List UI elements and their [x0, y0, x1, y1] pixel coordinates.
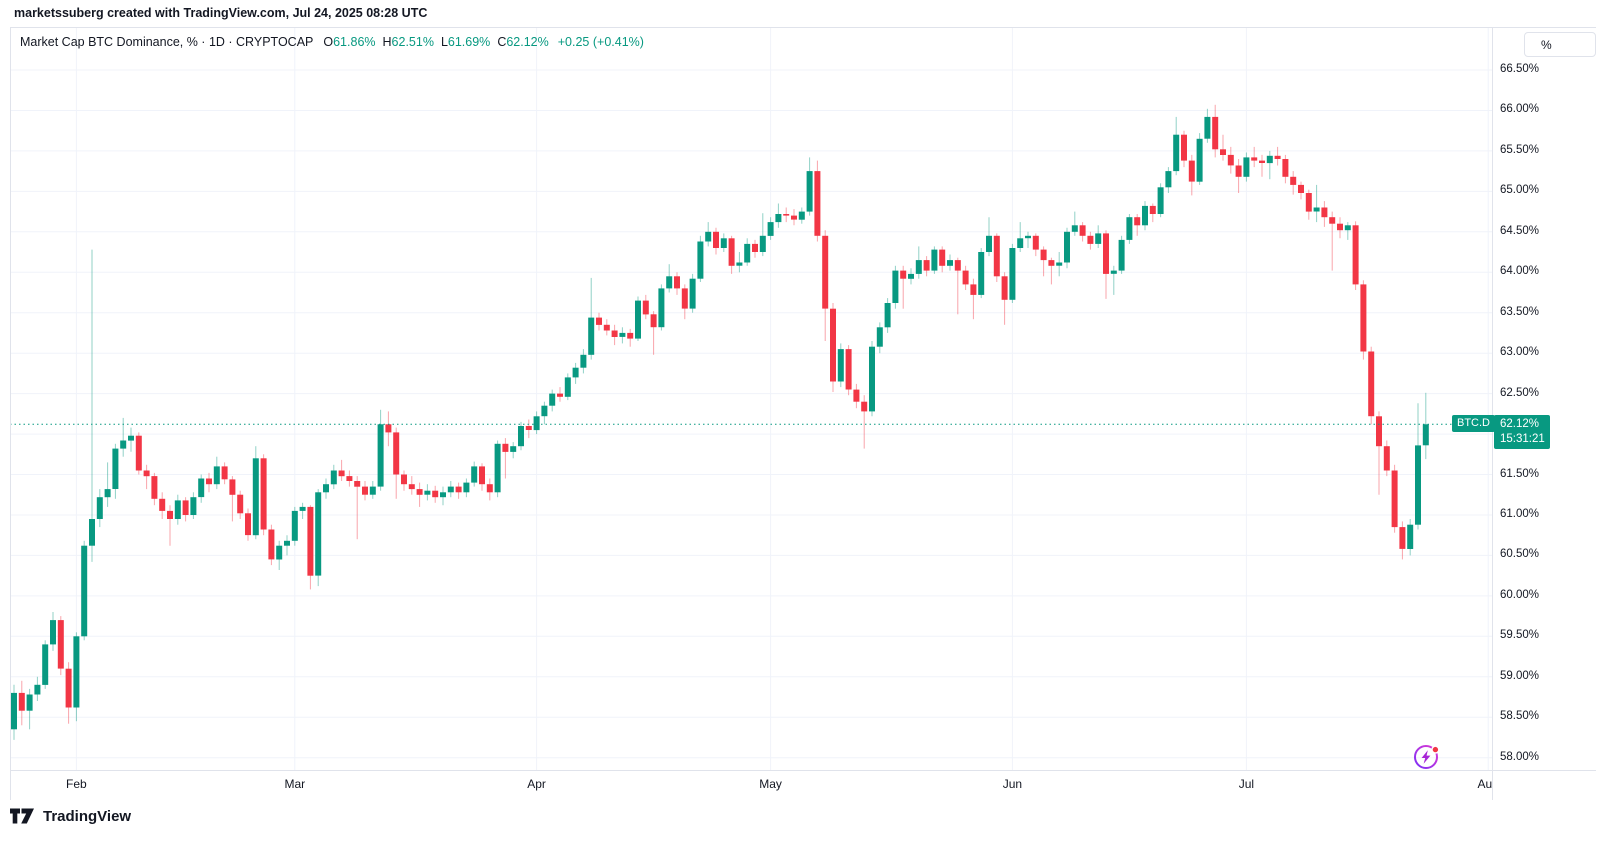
- time-tick-label: Mar: [284, 777, 306, 791]
- time-tick-label: Jun: [1002, 777, 1023, 791]
- price-axis-border[interactable]: [1492, 27, 1493, 800]
- tradingview-logo-icon: [10, 808, 34, 824]
- ohlc-high: H62.51%: [382, 35, 434, 49]
- price-tick-label: 62.50%: [1500, 386, 1540, 399]
- tradingview-wordmark: TradingView: [43, 807, 132, 825]
- spark-button[interactable]: [1412, 742, 1442, 772]
- symbol-price-flag: BTC.D: [1452, 415, 1495, 433]
- price-tick-label: 66.50%: [1500, 63, 1540, 75]
- price-tick-label: 60.00%: [1500, 588, 1540, 601]
- price-tick-label: 66.00%: [1500, 103, 1540, 116]
- time-axis[interactable]: Feb Mar Apr May Jun Jul Aug: [10, 770, 1492, 800]
- ohlc-open: O61.86%: [323, 35, 376, 49]
- lightning-icon: [1414, 745, 1440, 769]
- footer: TradingView: [0, 800, 1600, 848]
- time-axis-border: [10, 770, 1596, 771]
- unit-percent-button[interactable]: %: [1524, 32, 1596, 57]
- price-tick-label: 59.00%: [1500, 669, 1540, 682]
- price-tick-label: 61.50%: [1500, 467, 1540, 480]
- price-tick-label: 59.50%: [1500, 629, 1540, 642]
- price-tick-label: 63.50%: [1500, 305, 1540, 318]
- credit-line: marketssuberg created with TradingView.c…: [14, 6, 428, 20]
- chart-left-border: [10, 27, 11, 800]
- price-tick-label: 64.50%: [1500, 224, 1540, 237]
- tradingview-logo[interactable]: TradingView: [10, 806, 131, 826]
- countdown-timer: 15:31:21: [1500, 433, 1545, 446]
- ohlc-low: L61.69%: [440, 35, 491, 49]
- time-tick-label: Feb: [66, 777, 87, 791]
- time-tick-label: Jul: [1238, 777, 1255, 791]
- price-tick-label: 64.00%: [1500, 265, 1540, 278]
- price-tick-label: 65.50%: [1500, 143, 1540, 156]
- current-price-badge: 62.12% 15:31:21: [1494, 415, 1550, 450]
- change-value: +0.25 (+0.41%): [557, 35, 644, 49]
- chart-top-border: [10, 27, 1596, 28]
- time-tick-label: Aug: [1477, 777, 1493, 791]
- time-tick-label: May: [759, 777, 782, 791]
- price-tick-label: 58.00%: [1500, 750, 1540, 763]
- legend[interactable]: Market Cap BTC Dominance, % · 1D · CRYPT…: [20, 35, 651, 49]
- price-tick-label: 63.00%: [1500, 346, 1540, 359]
- current-price: 62.12%: [1500, 418, 1540, 431]
- time-tick-label: Apr: [527, 777, 546, 791]
- price-tick-label: 65.00%: [1500, 184, 1540, 197]
- symbol-title[interactable]: Market Cap BTC Dominance, % · 1D · CRYPT…: [20, 35, 314, 49]
- ohlc-close: C62.12%: [497, 35, 549, 49]
- price-tick-label: 58.50%: [1500, 710, 1540, 723]
- price-tick-label: 60.50%: [1500, 548, 1540, 561]
- price-tick-label: 61.00%: [1500, 507, 1540, 520]
